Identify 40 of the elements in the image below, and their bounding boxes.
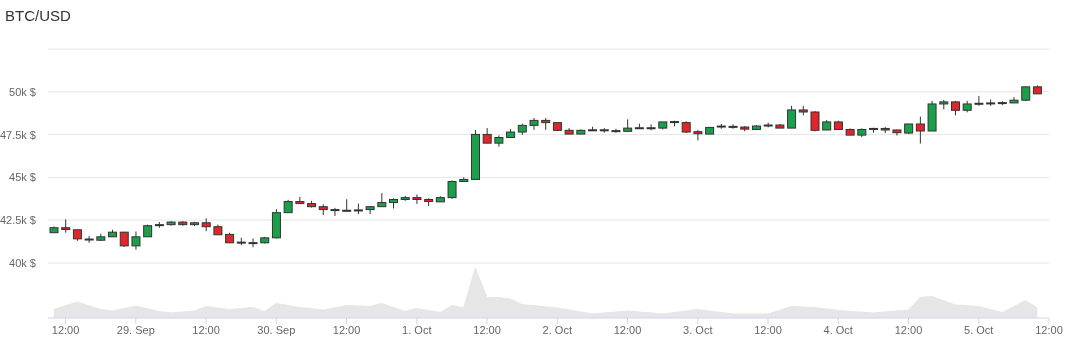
candlestick bbox=[611, 128, 621, 134]
candlestick bbox=[412, 194, 422, 205]
y-tick-label: 50k $ bbox=[9, 85, 36, 98]
x-tick-label: 12:00 bbox=[613, 323, 642, 336]
x-tick-label: 12:00 bbox=[473, 323, 501, 336]
x-tick-label: 12:00 bbox=[1035, 323, 1063, 336]
y-tick-label: 45k $ bbox=[9, 171, 36, 184]
candlestick bbox=[365, 205, 375, 215]
x-tick-label: 29. Sep bbox=[116, 323, 155, 336]
candlestick bbox=[342, 198, 352, 212]
candlestick bbox=[494, 134, 504, 148]
x-tick-label: 5. Oct bbox=[964, 323, 994, 336]
y-tick-label: 47.5k $ bbox=[0, 128, 36, 141]
x-tick-label: 2. Oct bbox=[542, 323, 572, 336]
x-tick-label: 12:00 bbox=[894, 323, 923, 336]
chart-title: BTC/USD bbox=[5, 7, 71, 24]
x-tick-label: 12:00 bbox=[51, 323, 80, 336]
candlestick bbox=[330, 207, 340, 217]
candlestick bbox=[529, 117, 539, 131]
x-tick-label: 30. Sep bbox=[257, 323, 296, 336]
x-tick-label: 1. Oct bbox=[402, 323, 432, 336]
candlestick bbox=[1009, 96, 1019, 104]
candlestick bbox=[84, 235, 94, 244]
y-tick-label: 40k $ bbox=[9, 257, 36, 269]
candlestick bbox=[693, 129, 703, 141]
candlestick bbox=[728, 123, 738, 130]
candlestick bbox=[131, 231, 141, 251]
candlestick bbox=[646, 123, 656, 131]
candlestick bbox=[295, 196, 305, 205]
candlestick bbox=[915, 116, 925, 144]
candlestick bbox=[248, 238, 258, 248]
x-tick-label: 3. Oct bbox=[683, 323, 713, 336]
candlestick bbox=[787, 105, 797, 129]
x-tick-label: 4. Oct bbox=[823, 323, 853, 336]
x-tick-label: 12:00 bbox=[192, 323, 220, 336]
x-tick-label: 12:00 bbox=[332, 323, 361, 336]
candlestick bbox=[447, 179, 457, 200]
x-tick-label: 12:00 bbox=[754, 323, 782, 336]
candlestick bbox=[974, 95, 984, 107]
y-tick-label: 42.5k $ bbox=[0, 214, 36, 227]
